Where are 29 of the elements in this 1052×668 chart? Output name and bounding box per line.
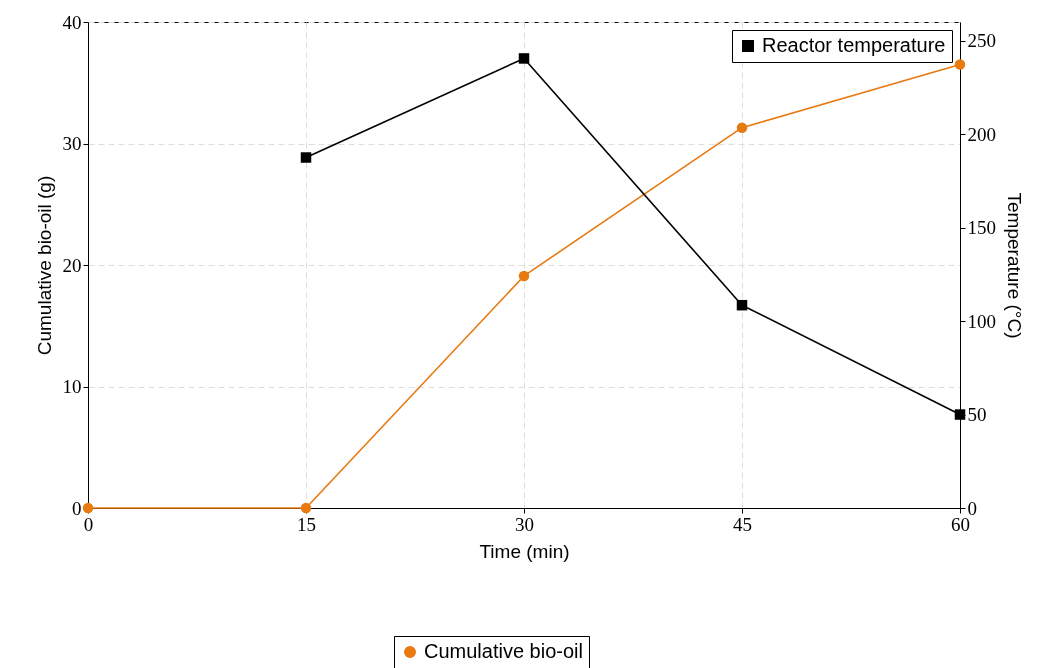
legend-label: Reactor temperature	[762, 34, 946, 56]
x-tick-label: 45	[733, 513, 752, 535]
x-axis-title: Time (min)	[479, 540, 570, 562]
point	[82, 502, 94, 514]
y-tick-label: 0	[72, 497, 82, 519]
x-tick-label: 60	[951, 513, 970, 535]
y2-axis-title: Temperature (°C)	[1004, 192, 1025, 339]
point	[300, 502, 312, 514]
y-tick-label: 30	[62, 133, 82, 154]
y2-tick-label: 100	[967, 310, 996, 332]
point	[736, 122, 748, 133]
point	[954, 409, 966, 420]
y-tick-label: 10	[62, 376, 82, 397]
y2-tick-label: 150	[967, 217, 996, 239]
y-tick-label: 40	[62, 11, 82, 33]
y-axis-title: Cumulative bio-oil (g)	[33, 175, 55, 356]
y2-tick-label: 0	[967, 497, 977, 519]
y2-tick-label: 200	[967, 123, 996, 145]
point	[954, 59, 966, 70]
x-tick-label: 30	[515, 513, 534, 535]
point	[518, 270, 530, 282]
legend-label: Cumulative bio-oil	[424, 640, 583, 662]
y2-tick-label: 250	[967, 30, 996, 52]
point	[300, 152, 312, 163]
point	[736, 299, 748, 311]
y-tick-label: 20	[62, 254, 82, 276]
point	[518, 53, 530, 64]
y2-tick-label: 50	[967, 404, 987, 426]
x-tick-label: 15	[297, 513, 316, 535]
